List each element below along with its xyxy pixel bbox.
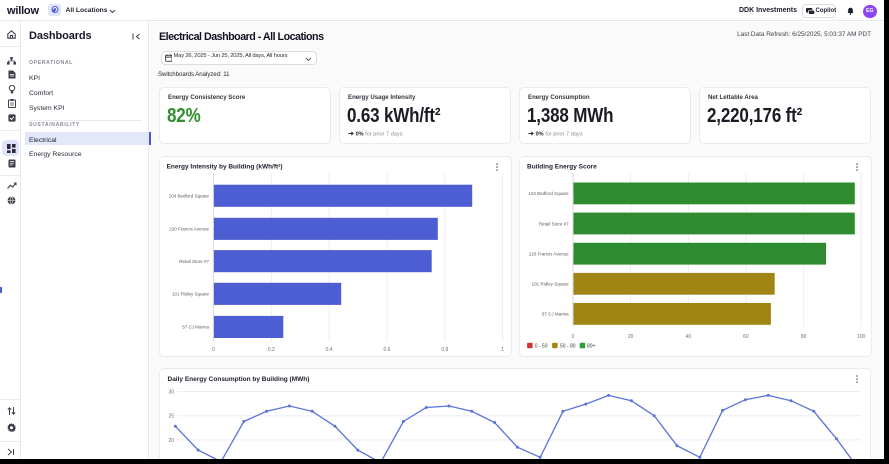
svg-text:220 Francis Avenue: 220 Francis Avenue [529, 252, 569, 257]
svg-text:104 Bedford Square: 104 Bedford Square [169, 194, 210, 199]
svg-text:0.8: 0.8 [441, 347, 448, 353]
svg-text:Building Energy Score: Building Energy Score [527, 164, 597, 171]
svg-text:Retail Store #7: Retail Store #7 [179, 259, 209, 264]
svg-text:0.4: 0.4 [326, 347, 333, 353]
svg-text:0.6: 0.6 [384, 347, 391, 353]
svg-text:0: 0 [212, 347, 215, 353]
svg-text:104 Bedford Square: 104 Bedford Square [528, 191, 569, 196]
svg-text:57 CJ Marina: 57 CJ Marina [182, 325, 209, 330]
svg-text:30: 30 [168, 390, 174, 396]
svg-text:Energy Intensity by Building (: Energy Intensity by Building (kWh/ft²) [167, 164, 283, 171]
svg-text:50 - 80: 50 - 80 [560, 344, 576, 350]
svg-text:80: 80 [801, 334, 807, 340]
svg-text:25: 25 [168, 414, 174, 420]
svg-text:220 Francis Avenue: 220 Francis Avenue [169, 227, 209, 232]
svg-text:Retail Store #7: Retail Store #7 [539, 221, 569, 226]
svg-text:Daily Energy Consumption by Bu: Daily Energy Consumption by Building (MW… [168, 376, 310, 383]
svg-text:100: 100 [857, 334, 866, 340]
svg-text:0 - 50: 0 - 50 [535, 344, 548, 350]
svg-text:20: 20 [628, 334, 634, 340]
svg-text:60: 60 [743, 334, 749, 340]
svg-text:0: 0 [572, 334, 575, 340]
svg-text:101 Ridley Square: 101 Ridley Square [532, 282, 570, 287]
svg-text:80+: 80+ [587, 344, 596, 350]
svg-text:101 Ridley Square: 101 Ridley Square [172, 292, 210, 297]
svg-text:0.2: 0.2 [268, 347, 275, 353]
svg-text:57 CJ Marina: 57 CJ Marina [542, 312, 569, 317]
svg-text:20: 20 [168, 438, 174, 444]
svg-text:40: 40 [686, 334, 692, 340]
svg-text:1: 1 [501, 347, 504, 353]
